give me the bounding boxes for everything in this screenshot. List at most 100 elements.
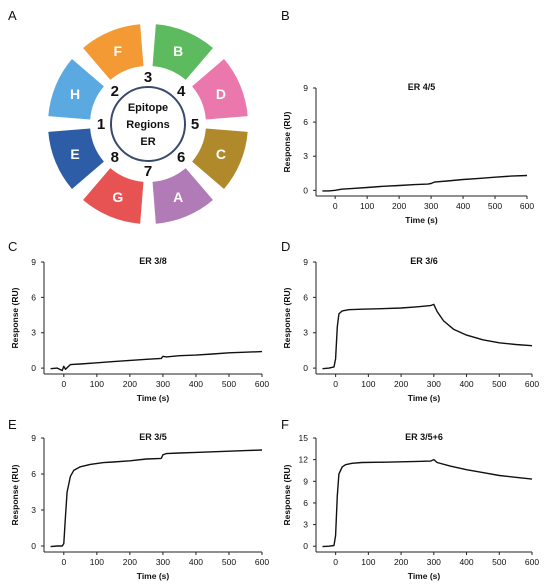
x-tick-label: 100 [90, 379, 104, 389]
x-tick-label: 300 [424, 201, 438, 211]
y-tick-label: 0 [31, 363, 36, 373]
x-tick-label: 600 [520, 201, 534, 211]
x-tick-label: 200 [394, 379, 408, 389]
wheel-segment-label-f: F [113, 43, 122, 59]
chart-panel-d: 0 100 200 300 400 500 600 0 3 6 9 ER 3/6 Time (s) Res… [282, 256, 539, 403]
x-tick-label: 0 [333, 379, 338, 389]
y-tick-label: 0 [31, 541, 36, 551]
y-tick-label: 0 [303, 541, 308, 551]
panel-label-e: E [8, 417, 17, 432]
chart-panel-f: 0 100 200 300 400 500 600 0 3 6 9 12 15 ER 3/5+6 Time … [282, 432, 539, 581]
x-tick-label: 400 [189, 379, 203, 389]
chart-panel-e: 0 100 200 300 400 500 600 0 3 6 9 ER 3/5 Time (s) Res… [10, 432, 269, 581]
x-tick-label: 400 [456, 201, 470, 211]
x-tick-label: 0 [61, 379, 66, 389]
x-tick-label: 400 [459, 557, 473, 567]
wheel-segment-label-c: C [216, 146, 226, 162]
series-line-c [50, 350, 263, 372]
x-tick-label: 0 [333, 201, 338, 211]
x-tick-label: 300 [156, 379, 170, 389]
y-tick-label: 12 [299, 455, 309, 465]
y-tick-label: 3 [303, 520, 308, 530]
y-tick-label: 6 [31, 292, 36, 302]
chart-title-e: ER 3/5 [139, 432, 167, 442]
x-tick-label: 0 [333, 557, 338, 567]
panel-label-d: D [281, 239, 290, 254]
x-tick-label: 600 [525, 379, 539, 389]
y-axis-label-b: Response (RU) [282, 111, 292, 172]
wheel-center-line-3: ER [140, 136, 155, 148]
wheel-number-5: 5 [191, 116, 199, 133]
series-line-b [322, 174, 528, 192]
panel-label-b: B [281, 8, 290, 23]
x-tick-label: 0 [61, 557, 66, 567]
panel-label-a: A [8, 8, 17, 23]
wheel-segment-label-a: A [173, 189, 183, 205]
y-tick-label: 6 [303, 498, 308, 508]
x-tick-label: 600 [525, 557, 539, 567]
wheel-segment-h [48, 59, 104, 120]
epitope-wheel: H 1 F 2 B 3 D 4 C 5 A 6 G 7 E 8 Epitope Regions ER [48, 24, 248, 224]
x-tick-label: 100 [360, 201, 374, 211]
x-axis-label-c: Time (s) [137, 393, 170, 403]
x-tick-label: 400 [189, 557, 203, 567]
wheel-center-line-1: Epitope [128, 102, 168, 114]
panel-label-f: F [281, 417, 289, 432]
wheel-center-circle [110, 86, 186, 162]
x-tick-label: 200 [394, 557, 408, 567]
y-axis-label-f: Response (RU) [282, 464, 292, 525]
y-tick-label: 9 [303, 83, 308, 93]
wheel-segment-label-d: D [216, 86, 226, 102]
x-tick-label: 600 [255, 379, 269, 389]
wheel-segment-label-e: E [70, 146, 79, 162]
x-tick-label: 300 [156, 557, 170, 567]
wheel-number-6: 6 [177, 149, 185, 166]
x-tick-label: 500 [222, 557, 236, 567]
series-line-d [322, 303, 533, 370]
x-axis-label-b: Time (s) [405, 215, 438, 225]
y-axis-label-d: Response (RU) [282, 287, 292, 348]
y-tick-label: 9 [31, 433, 36, 443]
wheel-number-1: 1 [97, 116, 105, 133]
wheel-segment-g [83, 168, 144, 224]
wheel-segment-e [48, 128, 104, 189]
chart-title-c: ER 3/8 [139, 256, 167, 266]
wheel-segment-label-g: G [112, 189, 123, 205]
x-axis-label-d: Time (s) [408, 393, 441, 403]
x-tick-label: 300 [427, 379, 441, 389]
x-tick-label: 500 [492, 557, 506, 567]
chart-panel-c: 0 100 200 300 400 500 600 0 3 6 9 ER 3/8 Time (s) Res… [10, 256, 269, 403]
x-axis-label-e: Time (s) [137, 571, 170, 581]
y-tick-label: 3 [31, 505, 36, 515]
wheel-number-4: 4 [177, 83, 186, 100]
wheel-number-2: 2 [111, 83, 119, 100]
wheel-number-7: 7 [144, 163, 152, 180]
series-line-f [322, 458, 533, 548]
wheel-segment-b [152, 24, 213, 80]
y-tick-label: 6 [303, 292, 308, 302]
x-tick-label: 500 [488, 201, 502, 211]
x-tick-label: 400 [459, 379, 473, 389]
y-tick-label: 15 [299, 433, 309, 443]
y-tick-label: 3 [303, 328, 308, 338]
chart-panel-b: 0 100 200 300 400 500 600 0 3 6 9 ER 4/5 Time (s) Res… [282, 82, 534, 225]
chart-title-b: ER 4/5 [408, 82, 436, 92]
y-tick-label: 9 [303, 476, 308, 486]
y-tick-label: 9 [303, 257, 308, 267]
wheel-center-line-2: Regions [126, 119, 169, 131]
y-tick-label: 6 [303, 117, 308, 127]
x-tick-label: 300 [427, 557, 441, 567]
wheel-segment-c [192, 128, 248, 189]
x-axis-label-f: Time (s) [408, 571, 441, 581]
wheel-segment-f [83, 24, 144, 80]
x-tick-label: 500 [222, 379, 236, 389]
x-tick-label: 200 [123, 379, 137, 389]
wheel-segments: H 1 F 2 B 3 D 4 C 5 A 6 G 7 E 8 [48, 24, 248, 224]
x-tick-label: 100 [90, 557, 104, 567]
chart-title-f: ER 3/5+6 [405, 432, 443, 442]
wheel-segment-label-h: H [70, 86, 80, 102]
y-axis-label-c: Response (RU) [10, 287, 20, 348]
y-tick-label: 0 [303, 363, 308, 373]
